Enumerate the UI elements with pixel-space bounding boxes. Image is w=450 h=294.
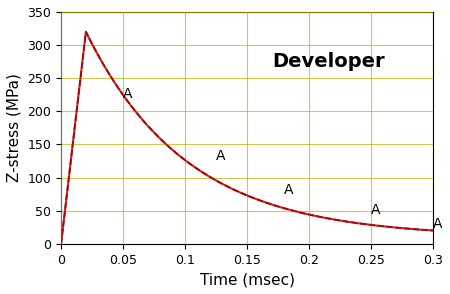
Text: A: A bbox=[284, 183, 294, 197]
Text: Developer: Developer bbox=[272, 52, 385, 71]
X-axis label: Time (msec): Time (msec) bbox=[200, 272, 295, 287]
Text: A: A bbox=[216, 149, 225, 163]
Text: A: A bbox=[433, 216, 443, 230]
Y-axis label: Z-stress (MPa): Z-stress (MPa) bbox=[7, 74, 22, 182]
Text: A: A bbox=[123, 87, 133, 101]
Text: A: A bbox=[371, 203, 381, 217]
